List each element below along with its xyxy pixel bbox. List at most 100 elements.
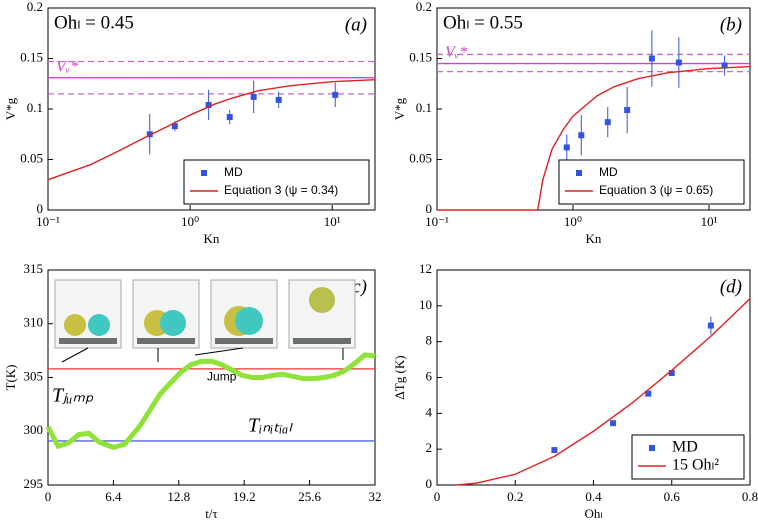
y-tick-label: 0 — [426, 476, 433, 491]
droplet — [88, 314, 110, 336]
x-tick-label: 10¹ — [701, 214, 718, 229]
series-line — [437, 65, 751, 211]
y-tick-label: 8 — [426, 333, 433, 348]
legend-label: MD — [224, 165, 243, 179]
x-tick-label: 0 — [434, 489, 441, 504]
annotation: Jump — [207, 370, 237, 384]
y-tick-label: 6 — [426, 368, 433, 383]
reference-label: Vᵥ* — [56, 58, 78, 75]
marker — [171, 123, 178, 130]
y-tick-label: 305 — [24, 368, 44, 383]
marker — [610, 420, 617, 427]
legend-box — [631, 434, 745, 480]
y-axis-label: V*g — [3, 97, 18, 120]
panel-title: Ohₗ = 0.45 — [54, 12, 134, 33]
x-tick-label: 0.8 — [742, 489, 758, 504]
marker — [563, 144, 570, 151]
marker — [226, 114, 233, 121]
reference-label: Tⱼᵤₘₚ — [52, 384, 94, 406]
x-tick-label: 6.4 — [105, 489, 122, 504]
y-axis-label: ΔTg (K) — [392, 355, 407, 399]
y-tick-label: 10 — [419, 297, 432, 312]
reference-label: Tᵢₙᵢₜᵢₐₗ — [248, 415, 293, 437]
series-line — [47, 79, 376, 181]
marker — [675, 59, 682, 66]
legend-box — [558, 159, 745, 205]
y-tick-label: 0.05 — [20, 150, 43, 165]
snapshot-frame — [54, 279, 122, 349]
y-tick-label: 0 — [37, 201, 44, 216]
legend-label: Equation 3 (ψ = 0.34) — [224, 183, 338, 197]
y-axis-label: V*g — [392, 97, 407, 120]
legend-box — [183, 159, 370, 205]
legend-swatch — [649, 445, 655, 451]
series-line — [456, 298, 751, 486]
x-tick-label: 19.2 — [233, 489, 256, 504]
droplet — [235, 307, 263, 335]
y-tick-label: 4 — [426, 404, 433, 419]
reference-label: Vᵥ* — [445, 44, 467, 61]
y-tick-label: 0.05 — [409, 150, 432, 165]
marker — [721, 62, 728, 69]
x-tick-label: 0.4 — [585, 489, 602, 504]
y-tick-label: 310 — [24, 315, 44, 330]
y-tick-label: 0.15 — [409, 49, 432, 64]
pointer — [194, 347, 244, 356]
y-tick-label: 0.2 — [416, 0, 432, 14]
marker — [146, 131, 153, 138]
legend-label: Equation 3 (ψ = 0.65) — [599, 183, 713, 197]
panel-label: (b) — [720, 14, 742, 35]
x-axis-label: Ohₗ — [584, 506, 602, 521]
x-tick-label: 10⁻¹ — [36, 214, 60, 229]
substrate — [59, 338, 117, 344]
y-tick-label: 0.15 — [20, 49, 43, 64]
legend-label: MD — [672, 439, 698, 456]
y-tick-label: 0.1 — [416, 100, 432, 115]
marker — [205, 101, 212, 108]
y-tick-label: 2 — [426, 440, 433, 455]
x-axis-label: Kn — [204, 231, 220, 246]
x-tick-label: 32 — [369, 489, 382, 504]
legend-swatch — [576, 170, 582, 176]
marker — [624, 107, 631, 114]
substrate — [137, 338, 195, 344]
marker — [332, 91, 339, 98]
marker — [645, 390, 652, 397]
x-tick-label: 10⁰ — [564, 214, 582, 229]
x-tick-label: 12.8 — [167, 489, 190, 504]
substrate — [215, 338, 273, 344]
marker — [707, 322, 714, 329]
x-tick-label: 10⁻¹ — [425, 214, 449, 229]
y-tick-label: 300 — [24, 422, 44, 437]
droplet — [64, 314, 86, 336]
x-tick-label: 10¹ — [324, 214, 341, 229]
x-tick-label: 10⁰ — [181, 214, 199, 229]
marker — [578, 132, 585, 139]
legend-label: MD — [599, 165, 618, 179]
x-axis-label: Kn — [586, 231, 602, 246]
marker — [551, 447, 558, 454]
y-tick-label: 12 — [419, 261, 432, 276]
droplet — [160, 310, 186, 336]
panel-label: (a) — [345, 14, 367, 35]
x-axis-label: t/τ — [205, 506, 217, 521]
x-tick-label: 0 — [45, 489, 52, 504]
x-tick-label: 0.6 — [664, 489, 681, 504]
y-tick-label: 0 — [426, 201, 433, 216]
series-line — [45, 352, 376, 451]
y-tick-label: 295 — [24, 476, 44, 491]
marker — [648, 55, 655, 62]
droplet — [309, 287, 335, 313]
substrate — [293, 338, 351, 344]
y-tick-label: 0.2 — [27, 0, 43, 14]
marker — [668, 370, 675, 377]
legend-swatch — [201, 170, 207, 176]
pointer — [61, 347, 89, 363]
x-tick-label: 0.2 — [507, 489, 523, 504]
legend-label: 15 Ohₗ² — [672, 457, 719, 474]
marker — [604, 119, 611, 126]
panel-title: Ohₗ = 0.55 — [443, 12, 523, 33]
marker — [250, 93, 257, 100]
y-axis-label: T(K) — [3, 365, 18, 391]
